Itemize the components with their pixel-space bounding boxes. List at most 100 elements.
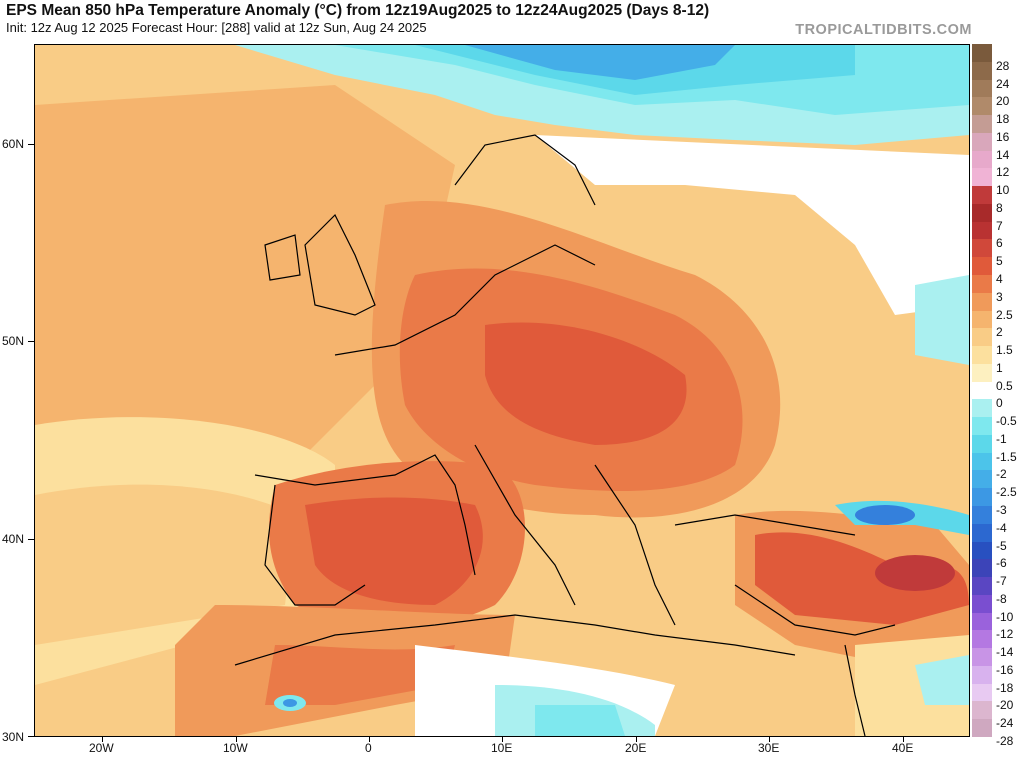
colorbar-segment	[972, 470, 992, 489]
lon-label-0: 0	[365, 741, 372, 755]
colorbar-segment	[972, 523, 992, 543]
colorbar-segment	[972, 257, 992, 276]
colorbar-segment	[972, 239, 992, 258]
colorbar-label: 2.5	[996, 307, 1013, 322]
map-subtitle: Init: 12z Aug 12 2025 Forecast Hour: [28…	[6, 20, 427, 35]
map-title: EPS Mean 850 hPa Temperature Anomaly (°C…	[6, 2, 710, 19]
colorbar-label: -14	[996, 645, 1014, 660]
colorbar-segment	[972, 150, 992, 169]
colorbar-segment	[972, 648, 992, 667]
colorbar-segment	[972, 363, 992, 383]
colorbar-segment	[972, 434, 992, 454]
lon-label-40e: 40E	[892, 741, 914, 755]
colorbar-label: -12	[996, 627, 1014, 642]
colorbar-segment	[972, 115, 992, 134]
lon-label-20e: 20E	[625, 741, 647, 755]
colorbar-segment	[972, 559, 992, 578]
colorbar	[972, 44, 992, 738]
colorbar-label: 16	[996, 129, 1010, 144]
colorbar-label: -28	[996, 734, 1014, 748]
colorbar-segment	[972, 399, 992, 418]
colorbar-label: 10	[996, 183, 1010, 198]
colorbar-label: -24	[996, 716, 1014, 731]
colorbar-segment	[972, 132, 992, 152]
colorbar-segment	[972, 168, 992, 187]
colorbar-segment	[972, 346, 992, 365]
colorbar-segment	[972, 97, 992, 116]
lat-label-50n: 50N	[2, 334, 25, 348]
colorbar-label: -1	[996, 431, 1007, 446]
lat-tick	[28, 736, 34, 737]
colorbar-segment	[972, 577, 992, 596]
lat-tick	[28, 341, 34, 342]
lon-tick	[236, 737, 237, 742]
lat-tick	[28, 539, 34, 540]
colorbar-segment	[972, 719, 992, 738]
colorbar-label: -20	[996, 698, 1014, 713]
lon-label-10w: 10W	[223, 741, 248, 755]
anomaly-map	[34, 44, 970, 737]
colorbar-segment	[972, 186, 992, 205]
lat-tick	[28, 144, 34, 145]
colorbar-label: 3	[996, 289, 1003, 304]
colorbar-label: -6	[996, 556, 1007, 571]
colorbar-label: 24	[996, 76, 1010, 91]
lat-label-40n: 40N	[2, 532, 25, 546]
colorbar-segment	[972, 328, 992, 347]
lon-tick	[369, 737, 370, 742]
colorbar-label: 18	[996, 112, 1010, 127]
header: EPS Mean 850 hPa Temperature Anomaly (°C…	[6, 2, 1018, 36]
colorbar-segment	[972, 292, 992, 312]
colorbar-label: 12	[996, 165, 1010, 180]
colorbar-segment	[972, 381, 992, 400]
colorbar-segment	[972, 630, 992, 649]
colorbar-label: -1.5	[996, 449, 1017, 464]
colorbar-label: 1	[996, 360, 1003, 375]
lon-label-30e: 30E	[758, 741, 780, 755]
colorbar-label: -3	[996, 503, 1007, 517]
brand-watermark: TROPICALTIDBITS.COM	[795, 22, 972, 38]
colorbar-label: -16	[996, 662, 1014, 677]
colorbar-segment	[972, 452, 992, 471]
colorbar-segment	[972, 594, 992, 614]
colorbar-segment	[972, 310, 992, 329]
colorbar-label: 0.5	[996, 378, 1013, 393]
colorbar-segment	[972, 665, 992, 685]
colorbar-segment	[972, 506, 992, 525]
colorbar-label: -8	[996, 591, 1007, 606]
lon-tick	[502, 737, 503, 742]
lon-tick	[636, 737, 637, 742]
lon-tick	[102, 737, 103, 742]
colorbar-label: 1.5	[996, 343, 1013, 358]
colorbar-label: 7	[996, 218, 1003, 233]
colorbar-segment	[972, 612, 992, 631]
colorbar-label: -5	[996, 538, 1007, 553]
lat-label-60n: 60N	[2, 137, 25, 151]
colorbar-label: 8	[996, 200, 1003, 215]
colorbar-label: 6	[996, 236, 1003, 251]
colorbar-label: 4	[996, 272, 1003, 286]
lon-label-10e: 10E	[491, 741, 513, 755]
colorbar-segment	[972, 221, 992, 240]
colorbar-segment	[972, 203, 992, 223]
colorbar-label: -4	[996, 520, 1007, 535]
colorbar-label: -18	[996, 680, 1014, 695]
colorbar-label: -0.5	[996, 414, 1017, 429]
colorbar-label: 28	[996, 58, 1010, 73]
colorbar-label: 0	[996, 396, 1003, 411]
colorbar-segment	[972, 61, 992, 81]
colorbar-label: 20	[996, 94, 1010, 109]
colorbar-label: -2	[996, 467, 1007, 482]
colorbar-label: 2	[996, 325, 1003, 340]
colorbar-segment	[972, 44, 992, 63]
colorbar-segment	[972, 488, 992, 507]
colorbar-segment	[972, 701, 992, 720]
colorbar-label: 14	[996, 147, 1010, 162]
map-canvas	[35, 45, 969, 736]
lon-tick	[769, 737, 770, 742]
colorbar-label: -7	[996, 574, 1007, 589]
colorbar-segment	[972, 79, 992, 98]
lon-label-20w: 20W	[89, 741, 114, 755]
colorbar-label: 5	[996, 254, 1003, 269]
colorbar-segment	[972, 683, 992, 702]
